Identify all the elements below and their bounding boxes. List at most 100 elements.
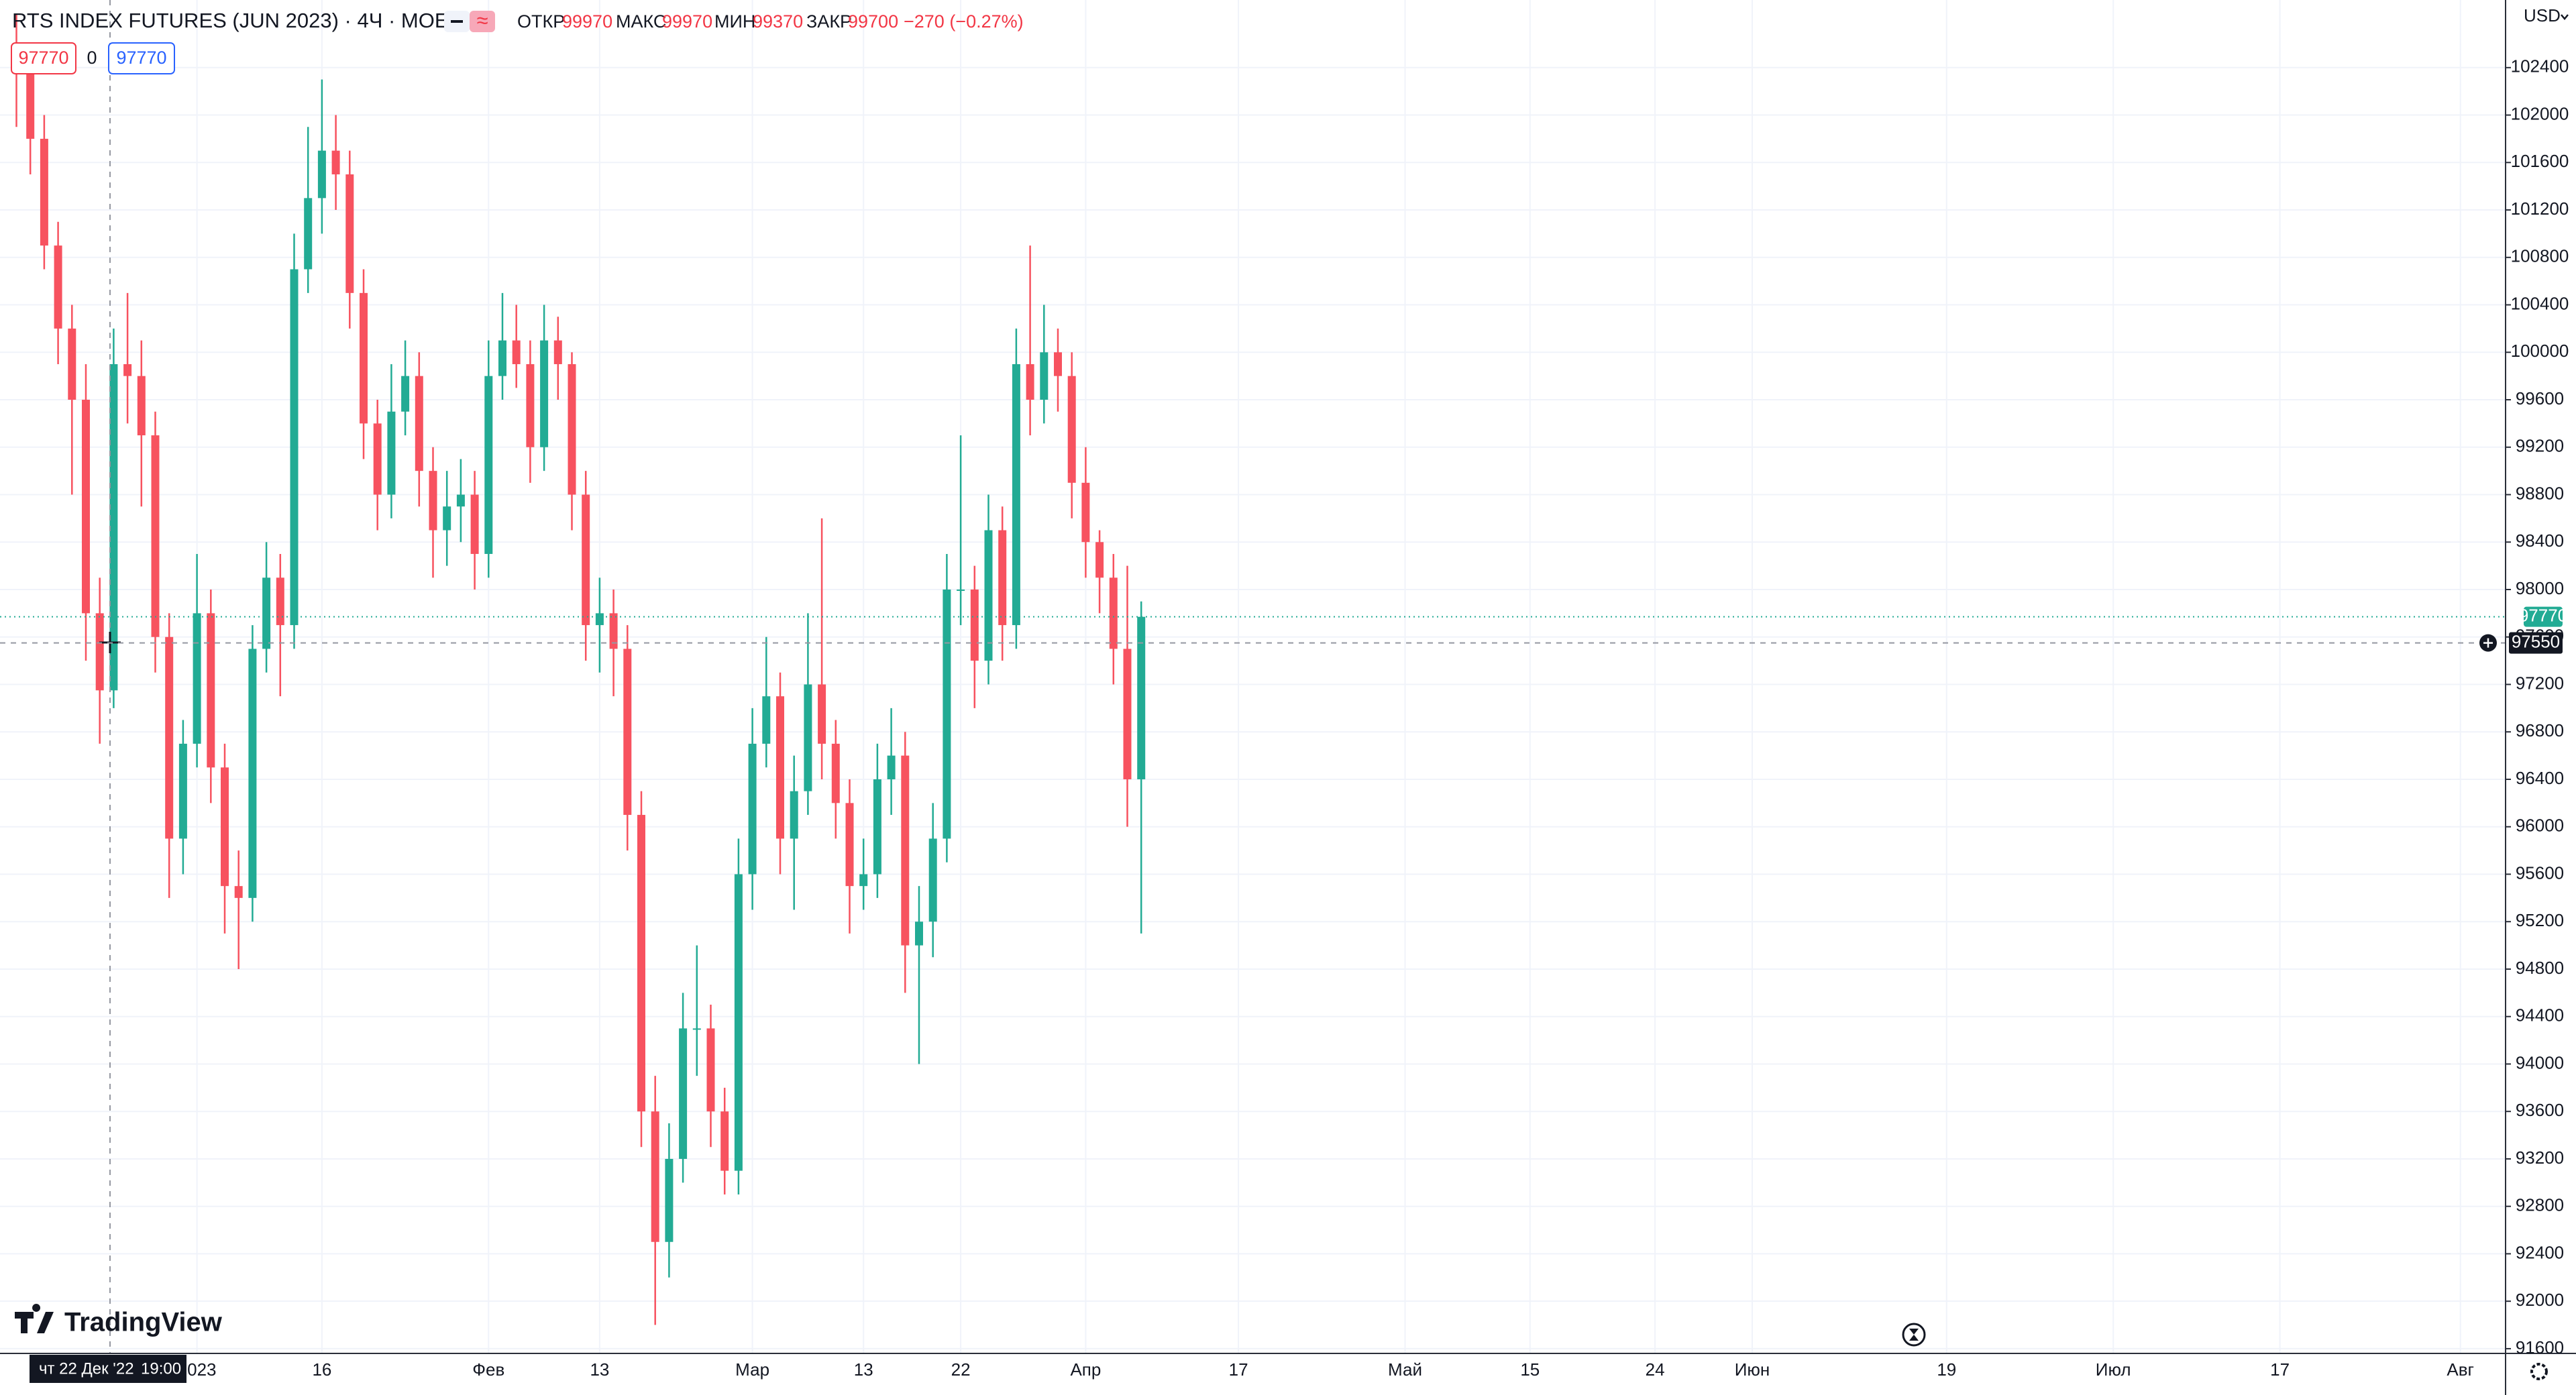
spread: 0 bbox=[87, 48, 97, 68]
x-tick-label: 24 bbox=[1646, 1359, 1665, 1380]
y-tick-label: 94800 bbox=[2516, 958, 2564, 978]
candle-body bbox=[568, 364, 576, 495]
candle-body bbox=[595, 613, 604, 626]
candle-body bbox=[998, 530, 1007, 626]
candle-body bbox=[484, 376, 493, 554]
candle-body bbox=[915, 922, 923, 946]
y-tick-label: 96400 bbox=[2516, 768, 2564, 788]
candle-body bbox=[498, 340, 506, 376]
currency-selector[interactable]: USD bbox=[2524, 5, 2561, 25]
candle-body bbox=[290, 269, 299, 626]
candle-body bbox=[331, 150, 340, 174]
candle-body bbox=[360, 292, 368, 424]
candle-body bbox=[109, 364, 118, 691]
open-value: 99970 bbox=[562, 11, 612, 32]
buy-badge[interactable] bbox=[108, 42, 175, 74]
y-tick-label: 92000 bbox=[2516, 1290, 2564, 1310]
candle-body bbox=[984, 530, 993, 661]
y-tick-label: 101200 bbox=[2511, 199, 2569, 219]
candle-body bbox=[123, 364, 132, 376]
crosshair-price-box bbox=[2509, 632, 2563, 654]
candles bbox=[12, 14, 1146, 1325]
candle-body bbox=[873, 779, 881, 875]
replay-glyph bbox=[1909, 1329, 1919, 1341]
candle-body bbox=[706, 1028, 715, 1112]
compare-button[interactable] bbox=[470, 11, 495, 32]
change-value: −270 (−0.27%) bbox=[904, 11, 1024, 32]
candle-body bbox=[1109, 577, 1118, 649]
candle-body bbox=[317, 150, 326, 199]
y-tick-label: 99600 bbox=[2516, 388, 2564, 408]
candle-body bbox=[887, 755, 896, 779]
candle-body bbox=[553, 340, 562, 364]
y-tick-label: 94400 bbox=[2516, 1005, 2564, 1025]
candle-body bbox=[692, 1028, 701, 1030]
crosshair-time-box bbox=[30, 1355, 186, 1383]
sell-badge[interactable] bbox=[11, 42, 76, 74]
y-tick-label: 102000 bbox=[2511, 103, 2569, 123]
candle-body bbox=[234, 886, 243, 898]
candle-body bbox=[26, 67, 35, 139]
time-axis: 2023 16 Фев 13 Мар 13 22 Апр 17 Май 15 24 Июн 19 Июл 17… bbox=[30, 1355, 2474, 1383]
compare-icon: ≈ bbox=[476, 9, 488, 32]
buy-price: 97770 bbox=[116, 48, 166, 68]
crosshair-time: 19:00 bbox=[141, 1359, 181, 1378]
candle-body bbox=[1054, 352, 1062, 376]
candle-body bbox=[95, 613, 104, 691]
candle-body bbox=[1067, 376, 1076, 483]
x-tick-label: 19 bbox=[1937, 1359, 1956, 1380]
logo-text: TradingView bbox=[64, 1308, 223, 1337]
candle-body bbox=[609, 613, 618, 649]
candle-body bbox=[40, 138, 48, 246]
y-tick-label: 102400 bbox=[2511, 56, 2569, 76]
x-tick-label: 22 bbox=[951, 1359, 971, 1380]
y-tick-label: 100800 bbox=[2511, 246, 2569, 266]
y-tick-label: 93200 bbox=[2516, 1148, 2564, 1168]
x-tick-label: Апр bbox=[1070, 1359, 1101, 1380]
high-label: МАКС bbox=[616, 11, 666, 32]
candle-body bbox=[193, 613, 201, 744]
replay-icon[interactable] bbox=[1902, 1323, 1926, 1347]
candle-body bbox=[137, 376, 146, 436]
settings-icon[interactable] bbox=[2530, 1363, 2548, 1380]
candle-body bbox=[582, 494, 590, 626]
logo: TradingView bbox=[15, 1304, 223, 1337]
candle-body bbox=[429, 471, 437, 531]
candle-body bbox=[928, 838, 937, 922]
candle-body bbox=[68, 328, 76, 400]
y-tick-label: 92400 bbox=[2516, 1242, 2564, 1262]
candle-body bbox=[859, 874, 868, 887]
x-tick-label: Май bbox=[1388, 1359, 1422, 1380]
candle-body bbox=[790, 791, 798, 839]
candle-body bbox=[415, 376, 423, 471]
grid bbox=[0, 0, 2506, 1353]
y-tick-label: 100400 bbox=[2511, 293, 2569, 313]
candle-body bbox=[526, 364, 535, 447]
y-tick-label: 96800 bbox=[2516, 720, 2564, 740]
candle-body bbox=[1137, 616, 1146, 779]
open-label: ОТКР bbox=[517, 11, 565, 32]
low-value: 99370 bbox=[753, 11, 803, 32]
candle-body bbox=[151, 435, 160, 637]
candle-body bbox=[456, 494, 465, 507]
candle-body bbox=[679, 1028, 688, 1159]
candle-body bbox=[943, 590, 951, 839]
close-value: 99700 bbox=[848, 11, 898, 32]
candle-body bbox=[776, 696, 784, 839]
candle-body bbox=[401, 376, 410, 412]
candle-body bbox=[207, 613, 215, 768]
candle-body bbox=[345, 174, 354, 293]
y-tick-label: 95200 bbox=[2516, 910, 2564, 930]
y-tick-label: 99200 bbox=[2516, 436, 2564, 456]
x-tick-label: 15 bbox=[1520, 1359, 1540, 1380]
candle-body bbox=[304, 198, 313, 270]
candle-body bbox=[1012, 364, 1020, 626]
candle-body bbox=[1040, 352, 1049, 400]
candle-body bbox=[178, 743, 187, 839]
high-value: 99970 bbox=[662, 11, 712, 32]
x-tick-label: Авг bbox=[2447, 1359, 2474, 1380]
crosshair-price-label: 97550 bbox=[2512, 631, 2560, 651]
